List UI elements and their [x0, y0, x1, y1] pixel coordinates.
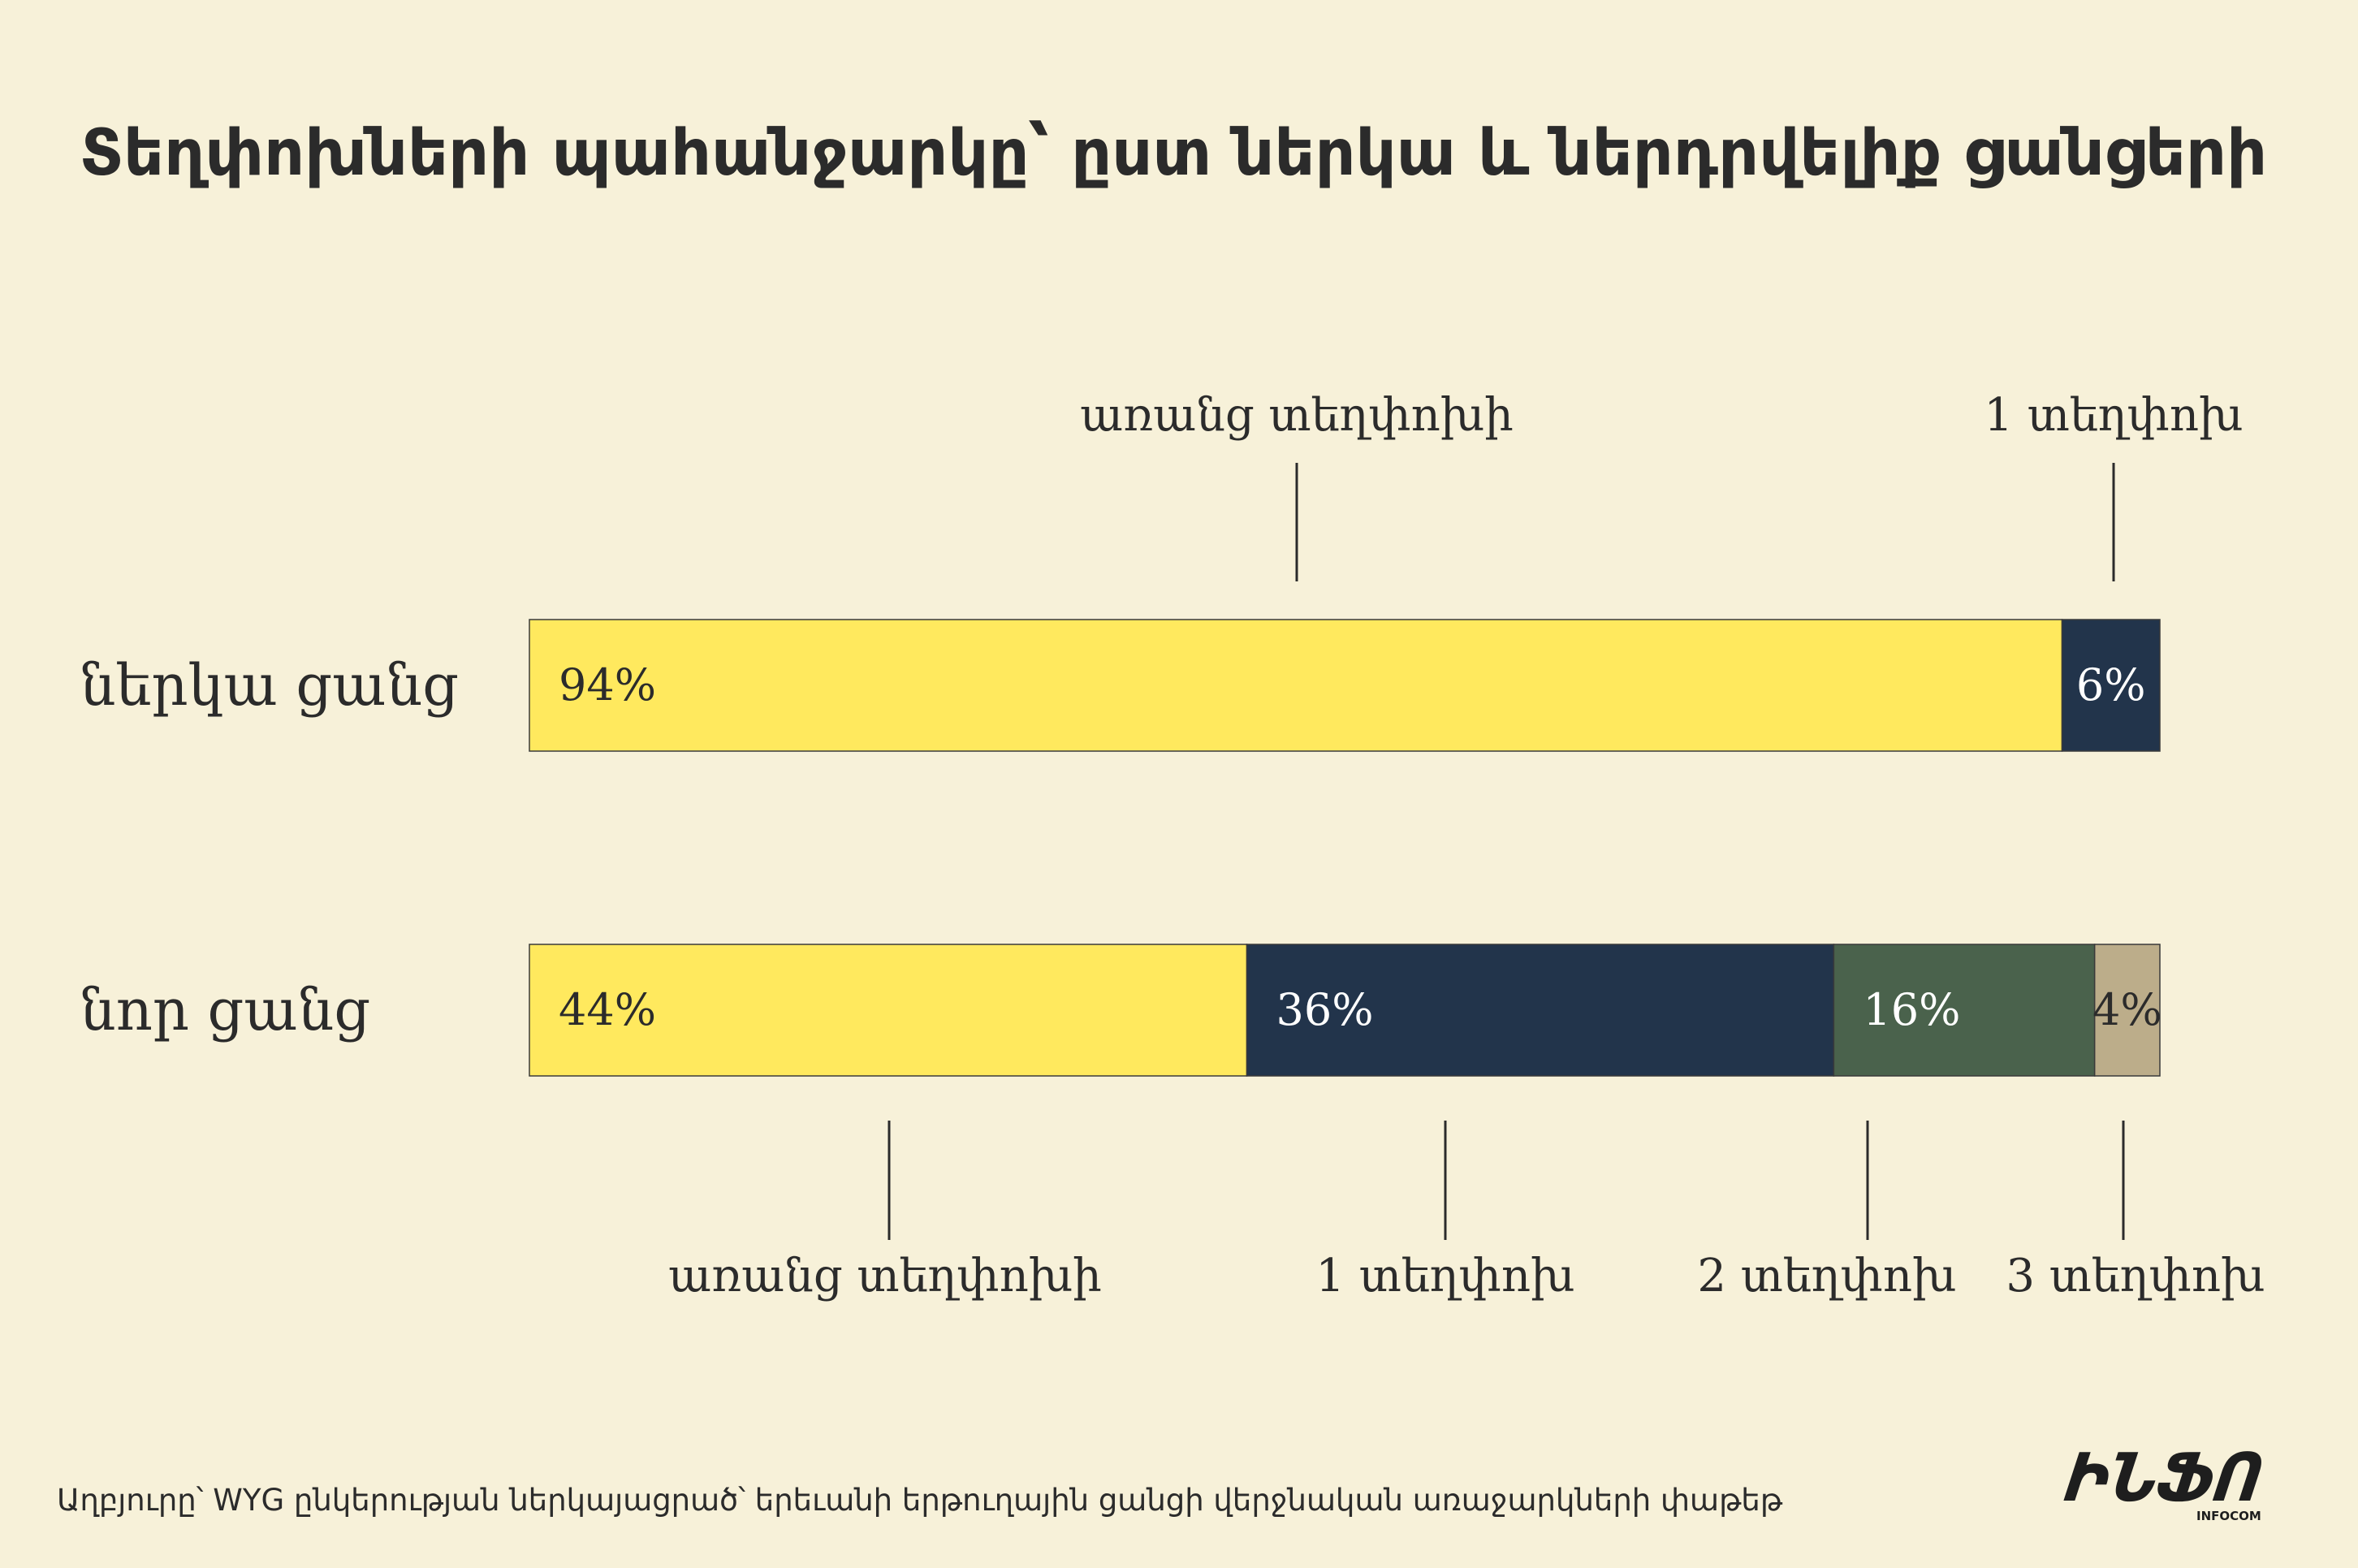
series-label: առանց տեղփոխի — [1080, 389, 1514, 442]
series-label: 1 տեղփոխ — [1984, 389, 2243, 442]
value-label: 6% — [2076, 659, 2146, 711]
bar-segment — [1833, 944, 2096, 1077]
bar-segment — [529, 619, 2063, 752]
category-label: ներկա ցանց — [80, 652, 459, 719]
series-label: 1 տեղփոխ — [1315, 1250, 1574, 1302]
value-label: 36% — [1276, 984, 1374, 1035]
series-label: 3 տեղփոխ — [2006, 1250, 2265, 1302]
series-label: 2 տեղփոխ — [1697, 1250, 1956, 1302]
bar-segment — [2093, 944, 2161, 1077]
value-label: 4% — [2092, 984, 2162, 1035]
logo-mark: ԻՆՖՈ — [2053, 1439, 2275, 1517]
series-labels: առանց տեղփոխի 1 տեղփոխ առանց տեղփոխի 1 տեղփ… — [668, 389, 2265, 1302]
value-label: 16% — [1863, 984, 1960, 1035]
series-label: առանց տեղփոխի — [668, 1250, 1102, 1302]
bar-segment — [1246, 944, 1835, 1077]
logo-subtext: INFOCOM — [2196, 1509, 2261, 1523]
value-label: 94% — [559, 659, 656, 711]
value-labels: 94% 6% 44% 36% 16% 4% — [559, 659, 2162, 1035]
infocom-logo: ԻՆՖՈ INFOCOM — [2053, 1439, 2275, 1523]
value-label: 44% — [559, 984, 656, 1035]
chart-title: Տեղփոխների պահանջարկը՝ ըստ ներկա և ներդր… — [80, 117, 2268, 190]
bars — [529, 619, 2161, 1077]
bar-segment — [2061, 619, 2161, 752]
category-labels: ներկա ցանց նոր ցանց — [80, 652, 459, 1043]
source-note: Աղբյուրը՝ WYG ընկերության ներկայացրած՝ ե… — [57, 1483, 1783, 1518]
leader-lines — [887, 463, 2125, 1240]
bar-segment — [529, 944, 1248, 1077]
category-label: նոր ցանց — [80, 977, 370, 1043]
